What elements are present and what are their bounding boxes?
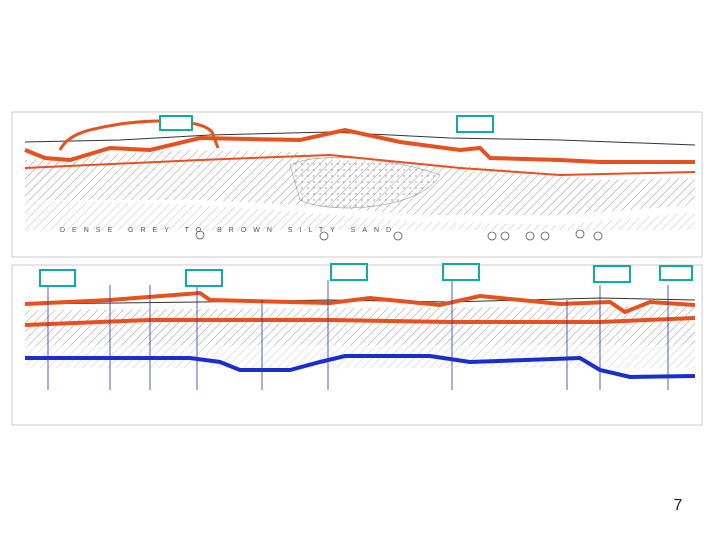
label-box <box>593 265 631 283</box>
sand-lens <box>289 157 441 209</box>
orange-profile-lower <box>24 316 696 327</box>
label-box <box>185 269 223 287</box>
orange-profile-upper <box>58 119 220 151</box>
borehole-lines <box>47 280 669 390</box>
label-box <box>330 263 368 281</box>
bottom-section <box>11 263 703 426</box>
label-box <box>456 115 494 133</box>
clay-layer <box>25 306 695 345</box>
label-box <box>159 115 193 131</box>
top-section: DENSE GREY TO BROWN SILTY SAND <box>11 111 703 258</box>
label-box <box>442 263 480 281</box>
label-box <box>659 265 693 281</box>
frame <box>11 111 703 258</box>
orange-profile <box>24 290 696 315</box>
orange-profile <box>24 127 695 164</box>
label-box <box>39 269 76 287</box>
silt-layer <box>25 200 695 230</box>
orange-profile-lower <box>24 153 696 177</box>
page-number: 7 <box>674 497 683 514</box>
layer-label: DENSE GREY TO BROWN SILTY SAND <box>60 227 398 234</box>
boreholes <box>195 229 603 241</box>
